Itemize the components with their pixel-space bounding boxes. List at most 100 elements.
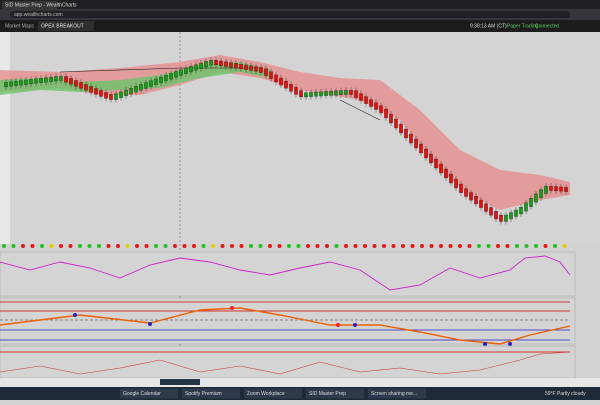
candle bbox=[304, 92, 308, 98]
signal-dot bbox=[553, 244, 557, 248]
taskbar-label[interactable]: Screen sharing me... bbox=[371, 391, 417, 397]
candle bbox=[564, 187, 568, 192]
taskbar-button[interactable] bbox=[182, 388, 240, 399]
signal-dot bbox=[249, 244, 253, 248]
signal-dot bbox=[458, 244, 462, 248]
candle bbox=[509, 212, 513, 220]
candle bbox=[219, 60, 223, 66]
signal-dot bbox=[363, 244, 367, 248]
signal-dot bbox=[287, 244, 291, 248]
signal-dot bbox=[336, 323, 340, 327]
connection-status: Connected bbox=[535, 23, 559, 29]
taskbar-label[interactable]: SID Master Prep bbox=[309, 391, 346, 397]
candle bbox=[234, 63, 238, 69]
signal-dot bbox=[68, 244, 73, 248]
candle bbox=[159, 76, 163, 84]
tab-bar bbox=[0, 0, 600, 9]
active-tab-bg[interactable] bbox=[38, 21, 94, 31]
candle bbox=[64, 76, 68, 83]
candle bbox=[464, 188, 468, 197]
candle bbox=[429, 153, 433, 164]
signal-dot bbox=[534, 244, 538, 248]
signal-dot bbox=[344, 244, 348, 248]
toolbar-tab-active[interactable]: OPEX BREAKOUT bbox=[41, 23, 84, 29]
candle bbox=[84, 84, 88, 91]
candle bbox=[449, 173, 453, 184]
candle bbox=[19, 80, 23, 86]
cloud bbox=[0, 55, 570, 210]
signal-dot bbox=[391, 244, 396, 248]
time-axis bbox=[0, 378, 600, 387]
candle bbox=[124, 89, 128, 97]
candle bbox=[229, 62, 233, 68]
candle bbox=[69, 78, 73, 85]
candle bbox=[139, 84, 143, 91]
candle bbox=[514, 209, 518, 217]
price-pane bbox=[0, 32, 600, 244]
signal-dot bbox=[73, 313, 77, 317]
signal-dot bbox=[125, 244, 130, 248]
toolbar-tab[interactable]: Market Maps bbox=[5, 23, 34, 29]
signal-dot bbox=[410, 244, 415, 248]
signal-dot bbox=[477, 244, 481, 248]
signal-dot bbox=[30, 244, 35, 248]
candle bbox=[354, 90, 358, 98]
candle bbox=[99, 90, 103, 97]
candle bbox=[89, 86, 93, 93]
trend-line bbox=[339, 99, 381, 121]
signal-dot bbox=[11, 244, 16, 248]
signal-dot bbox=[315, 244, 320, 248]
trend-line bbox=[59, 67, 260, 73]
candle bbox=[319, 91, 323, 97]
candle bbox=[14, 80, 18, 86]
candle bbox=[49, 76, 53, 82]
candle bbox=[379, 105, 383, 114]
browser-tab[interactable] bbox=[2, 1, 57, 9]
signal-dot bbox=[353, 323, 357, 327]
signal-dot bbox=[239, 244, 244, 248]
taskbar-label[interactable]: Google Calendar bbox=[123, 391, 161, 397]
taskbar-button[interactable] bbox=[120, 388, 178, 399]
candle bbox=[539, 189, 543, 199]
candle bbox=[154, 78, 158, 85]
taskbar-button[interactable] bbox=[368, 388, 426, 399]
candle bbox=[499, 214, 503, 222]
candle bbox=[149, 80, 153, 87]
taskbar-label[interactable]: Spotify Premium bbox=[185, 391, 222, 397]
signal-dot bbox=[21, 244, 25, 248]
momentum-pane bbox=[0, 297, 576, 345]
candle bbox=[179, 69, 183, 76]
candle bbox=[404, 128, 408, 139]
signal-dot bbox=[230, 244, 234, 248]
taskbar-label[interactable]: Zoom Workplace bbox=[247, 391, 285, 397]
candle bbox=[324, 91, 328, 96]
signal-dot bbox=[163, 244, 168, 248]
cloud-green bbox=[0, 62, 270, 95]
candle bbox=[224, 61, 228, 67]
candle bbox=[459, 183, 463, 193]
candle bbox=[314, 91, 318, 97]
signal-dot bbox=[334, 244, 339, 248]
taskbar-button[interactable] bbox=[244, 388, 302, 399]
taskbar-button[interactable] bbox=[306, 388, 364, 399]
candle bbox=[264, 68, 268, 76]
candle bbox=[419, 143, 423, 154]
signal-dot bbox=[144, 244, 149, 248]
signal-dot bbox=[508, 342, 512, 346]
candle bbox=[414, 138, 418, 149]
signal-dot bbox=[515, 244, 519, 248]
candle bbox=[109, 94, 113, 100]
candle bbox=[364, 96, 368, 104]
candle bbox=[349, 90, 353, 95]
candle bbox=[214, 60, 218, 66]
signal-dot bbox=[439, 244, 443, 248]
candle bbox=[439, 163, 443, 174]
signal-dot bbox=[97, 244, 101, 248]
signal-dot bbox=[106, 244, 111, 248]
candle bbox=[454, 178, 458, 189]
candle bbox=[79, 82, 83, 89]
url-field[interactable] bbox=[10, 11, 570, 18]
candle bbox=[279, 77, 283, 86]
oscillator-line bbox=[0, 255, 571, 291]
signal-dot bbox=[135, 244, 139, 248]
